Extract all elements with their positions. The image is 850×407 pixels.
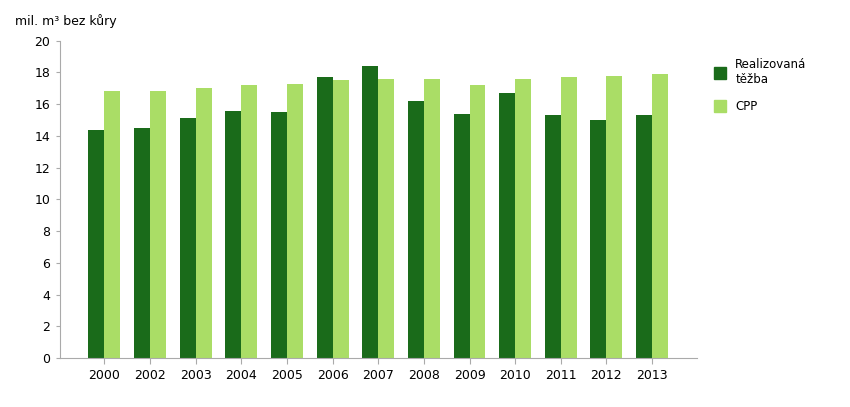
Bar (408, 101, 424, 358)
Bar (636, 115, 652, 358)
Bar (652, 74, 668, 358)
Bar (606, 76, 622, 358)
Bar (317, 77, 332, 358)
Legend: Realizovaná
těžba, CPP: Realizovaná těžba, CPP (709, 53, 811, 118)
Bar (545, 115, 561, 358)
Bar (591, 120, 606, 358)
Bar (424, 79, 439, 358)
Bar (179, 118, 196, 358)
Text: mil. m³ bez kůry: mil. m³ bez kůry (14, 14, 116, 28)
Bar (225, 111, 241, 358)
Bar (454, 114, 469, 358)
Bar (241, 85, 258, 358)
Bar (499, 93, 515, 358)
Bar (287, 83, 303, 358)
Bar (469, 85, 485, 358)
Bar (271, 112, 287, 358)
Bar (105, 92, 121, 358)
Bar (561, 77, 577, 358)
Bar (378, 79, 394, 358)
Bar (515, 79, 531, 358)
Bar (134, 128, 150, 358)
Bar (332, 81, 348, 358)
Bar (88, 129, 105, 358)
Bar (196, 88, 212, 358)
Bar (150, 92, 166, 358)
Bar (362, 66, 378, 358)
